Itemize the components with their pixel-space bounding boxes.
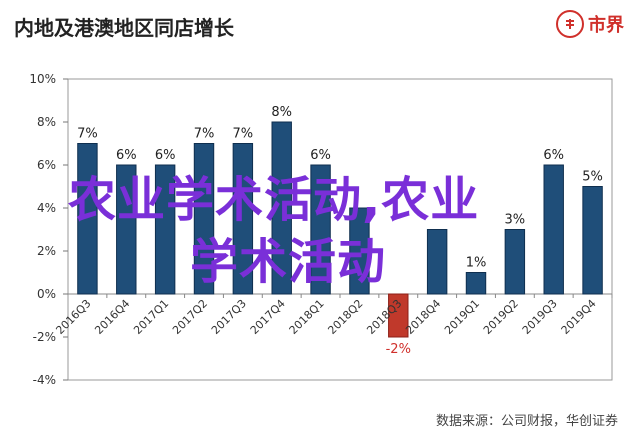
plot-frame — [67, 78, 613, 381]
bar-2018Q3 — [388, 293, 409, 338]
bar-2019Q3 — [543, 164, 564, 295]
bar-2019Q4 — [582, 186, 603, 295]
data-label: -2% — [386, 342, 411, 357]
bar-2017Q1 — [154, 164, 176, 295]
data-label: 1% — [466, 256, 487, 271]
y-tick-label: 6% — [37, 158, 56, 172]
bar-2016Q4 — [116, 164, 137, 295]
y-tick-label: 10% — [29, 72, 56, 86]
bar-chart: -4% -2% 0% 2% 4% 6% 8% 10% 2016Q3 7% 2016Q4 6% 2017… — [29, 72, 613, 387]
x-tick-label: 2016Q3 — [53, 297, 93, 337]
data-label: 7% — [77, 127, 98, 142]
logo-mark-icon — [556, 10, 584, 38]
bar-2017Q4 — [271, 121, 292, 295]
data-label: 6% — [155, 148, 176, 163]
x-tick-label: 2017Q2 — [170, 297, 210, 337]
chart-header: 内地及港澳地区同店增长 市界 — [0, 0, 638, 52]
data-source-note: 数据来源：公司财报，华创证券 — [435, 414, 618, 429]
data-label: 8% — [271, 105, 292, 120]
x-tick-label: 2017Q1 — [131, 297, 171, 337]
chart-area: -4% -2% 0% 2% 4% 6% 8% 10% 2016Q3 7% 2016Q4 6% 2017… — [0, 52, 638, 437]
bar-2018Q4 — [426, 229, 448, 295]
y-tick-label: -4% — [33, 373, 56, 387]
y-tick-label: 8% — [37, 115, 56, 129]
data-label: 6% — [116, 148, 137, 163]
x-tick-label: 2019Q2 — [481, 297, 521, 337]
data-label: 6% — [543, 148, 564, 163]
bar-2016Q3 — [77, 143, 98, 295]
data-label: 7% — [194, 127, 215, 142]
bar-2018Q2 — [349, 207, 370, 295]
chart-bars — [77, 121, 603, 338]
chart-title: 内地及港澳地区同店增长 — [14, 16, 234, 40]
x-tick-label: 2016Q4 — [92, 297, 132, 337]
y-tick-label: 0% — [37, 287, 56, 301]
x-tick-label: 2018Q4 — [403, 297, 443, 337]
y-tick-label: -2% — [33, 330, 56, 344]
logo-text: 市界 — [588, 15, 624, 36]
data-label: 7% — [233, 127, 254, 142]
brand-logo: 市界 — [556, 10, 624, 38]
x-tick-label: 2019Q4 — [559, 297, 599, 337]
data-label: 3% — [505, 213, 526, 228]
x-tick-label: 2017Q4 — [248, 297, 288, 337]
bar-2019Q1 — [465, 272, 487, 295]
x-tick-label: 2018Q1 — [287, 297, 327, 337]
x-tick-label: 2018Q2 — [325, 297, 365, 337]
watermark-text-line-2: 学术活动 — [190, 234, 387, 290]
y-tick-label: 4% — [37, 201, 56, 215]
bar-2019Q2 — [504, 229, 526, 295]
x-tick-label: 2017Q3 — [209, 297, 249, 337]
data-label: 6% — [310, 148, 331, 163]
bar-2017Q3 — [232, 143, 254, 295]
bar-2017Q2 — [193, 143, 215, 295]
data-label: 5% — [582, 170, 603, 185]
x-tick-label: 2019Q1 — [442, 297, 482, 337]
x-tick-label: 2019Q3 — [520, 297, 560, 337]
bar-2018Q1 — [310, 164, 331, 295]
y-tick-label: 2% — [37, 244, 56, 258]
watermark-text-line-1: 农业学术活动,农业 — [68, 172, 480, 228]
